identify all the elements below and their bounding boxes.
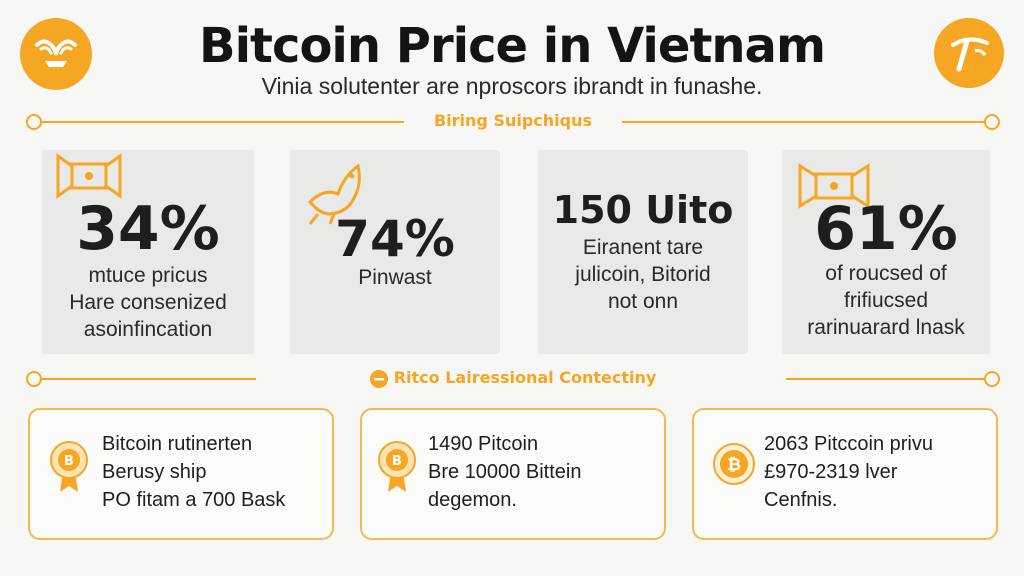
page-subtitle: Vinia solutenter are nproscors ibrandt i… — [261, 73, 763, 99]
ribbon-icon — [56, 153, 122, 199]
section-divider-2: Ritco Lairessional Contectiny — [26, 368, 1000, 388]
stat-value: 150 Uito — [552, 188, 734, 232]
stat-value: 34% — [76, 194, 220, 264]
ram-logo-icon — [35, 39, 77, 67]
info-card: 1490 Pitcoin Bre 10000 Bittein degemon. — [360, 408, 666, 540]
section-divider-1: Biring Suipchiqus — [26, 111, 1000, 130]
info-line: Bre 10000 Bittein — [428, 461, 582, 483]
coin-medal-icon: B — [50, 441, 88, 492]
info-line: 2063 Pitccoin privu — [764, 433, 933, 455]
divider-dot-icon — [26, 371, 42, 387]
left-logo — [20, 18, 92, 90]
divider-dot-icon — [984, 114, 1000, 130]
info-line: Cenfnis. — [764, 489, 838, 511]
stat-card: 74% Pinwast — [290, 150, 500, 354]
stat-desc-line: mtuce pricus — [88, 264, 208, 287]
svg-text:₿: ₿ — [727, 455, 741, 475]
bitcoin-coin-icon: ₿ — [713, 443, 755, 485]
info-line: degemon. — [428, 489, 517, 511]
stat-card: 34% mtuce pricus Hare consenized asoinfi… — [42, 150, 254, 354]
divider-dot-icon — [984, 371, 1000, 387]
minus-circle-icon — [369, 369, 388, 388]
ribbon-icon — [798, 163, 870, 209]
stat-desc-line: Hare consenized — [69, 291, 227, 314]
stat-desc-line: julicoin, Bitorid — [575, 263, 711, 286]
bird-icon — [307, 163, 361, 225]
stat-desc-line: Pinwast — [358, 266, 432, 289]
stat-desc-line: not onn — [607, 290, 679, 313]
stat-desc-line: asoinfincation — [83, 318, 213, 341]
stat-value: 61% — [814, 194, 958, 264]
coin-medal-icon: B — [378, 441, 416, 492]
stat-value: 74% — [335, 210, 455, 268]
info-line: Berusy ship — [102, 461, 207, 483]
info-line: PO fitam a 700 Bask — [102, 489, 286, 511]
divider-dot-icon — [26, 114, 42, 130]
section-label: Ritco Lairessional Contectiny — [26, 368, 1000, 388]
section-label-text: Ritco Lairessional Contectiny — [393, 368, 657, 387]
svg-text:B: B — [392, 454, 402, 469]
stat-desc-line: rarinuarard lnask — [807, 316, 965, 339]
right-logo — [934, 18, 1004, 88]
svg-text:B: B — [64, 454, 74, 469]
page-title: Bitcoin Price in Vietnam — [199, 18, 826, 74]
pickaxe-logo-icon — [951, 37, 989, 72]
stat-desc-line: frifiucsed — [843, 289, 929, 312]
info-line: Bitcoin rutinerten — [102, 433, 253, 455]
section-label: Biring Suipchiqus — [433, 111, 593, 130]
stat-card: 150 Uito Eiranent tare julicoin, Bitorid… — [538, 150, 748, 354]
stat-desc-line: Eiranent tare — [582, 236, 704, 259]
stat-card: 61% of roucsed of frifiucsed rarinuarard… — [782, 150, 990, 354]
stat-desc-line: of roucsed of — [825, 262, 947, 285]
info-line: £970-2319 lver — [764, 461, 898, 483]
info-line: 1490 Pitcoin — [428, 433, 539, 455]
